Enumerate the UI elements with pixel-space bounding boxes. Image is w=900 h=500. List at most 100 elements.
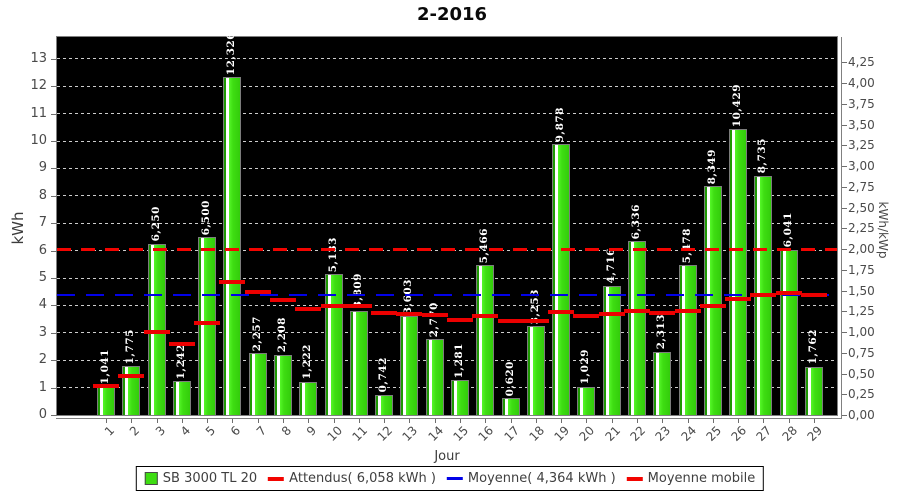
legend-item-moyenne: Moyenne( 4,364 kWh ) xyxy=(446,471,616,486)
bar-value-label: 5,133 xyxy=(326,237,339,273)
left-axis-tick xyxy=(51,86,57,88)
moyenne-mobile-segment-day-15 xyxy=(446,317,473,322)
bar-day-3 xyxy=(147,243,166,415)
right-axis-tick-label: 1,25 xyxy=(848,304,875,319)
bar-value-label: 1,222 xyxy=(301,344,314,380)
x-axis-tick xyxy=(561,419,563,423)
bar-day-19 xyxy=(552,144,571,415)
x-axis-day-label: 21 xyxy=(602,423,623,444)
x-axis-day-label: 24 xyxy=(678,423,699,444)
bar-value-label: 1,762 xyxy=(806,329,819,365)
x-axis-day-label: 4 xyxy=(177,423,194,439)
gridline xyxy=(57,222,837,224)
x-axis-day-label: 14 xyxy=(425,423,446,444)
red-line-swatch-icon xyxy=(268,476,285,481)
x-axis-day-label: 7 xyxy=(253,423,269,439)
bar-value-label: 9,878 xyxy=(554,107,567,143)
bar-value-label: 6,336 xyxy=(629,204,642,240)
x-axis-tick xyxy=(636,419,638,423)
x-axis-tick xyxy=(282,419,284,423)
right-axis-tick-label: 2,25 xyxy=(848,221,875,236)
right-axis-tick-label: 2,00 xyxy=(848,242,875,257)
x-axis-tick xyxy=(611,419,613,423)
x-axis-tick xyxy=(459,419,461,423)
right-axis-tick xyxy=(842,228,847,230)
bar-value-label: 1,775 xyxy=(124,329,137,365)
bar-value-label: 2,257 xyxy=(250,315,263,352)
bar-day-8 xyxy=(273,354,292,415)
left-axis-tick-label: 9 xyxy=(38,160,47,176)
bar-day-5 xyxy=(198,236,217,415)
legend-label: Attendus( 6,058 kWh ) xyxy=(289,471,436,486)
bar-value-label: 0,620 xyxy=(503,360,516,397)
x-axis-tick xyxy=(131,419,133,423)
x-axis-tick xyxy=(662,419,664,423)
left-axis-tick-label: 10 xyxy=(30,133,47,149)
right-axis-tick xyxy=(842,166,847,168)
x-axis-day-label: 25 xyxy=(703,423,725,444)
moyenne-mobile-segment-day-28 xyxy=(775,290,802,295)
moyenne-mobile-segment-day-29 xyxy=(800,293,827,298)
x-axis-day-label: 23 xyxy=(652,423,674,444)
moyenne-mobile-segment-day-4 xyxy=(168,342,195,347)
bar-day-10 xyxy=(324,274,343,415)
left-axis-tick-label: 11 xyxy=(30,105,47,121)
x-axis-tick xyxy=(384,419,386,423)
blue-line-swatch-icon xyxy=(446,477,463,480)
left-axis-tick-label: 12 xyxy=(30,78,47,94)
bar-day-6 xyxy=(223,77,242,415)
moyenne-mobile-segment-day-26 xyxy=(725,297,752,302)
left-axis-tick xyxy=(51,278,57,280)
bar-value-label: 0,742 xyxy=(377,357,390,393)
gridline xyxy=(57,304,837,306)
x-axis-day-label: 27 xyxy=(753,423,775,444)
x-axis-day-label: 13 xyxy=(399,423,421,444)
bar-value-label: 12,326 xyxy=(225,32,238,76)
right-axis-tick xyxy=(842,186,847,188)
moyenne-mobile-segment-day-19 xyxy=(548,310,575,315)
moyenne-mobile-segment-day-6 xyxy=(219,279,246,284)
left-axis-tick-label: 8 xyxy=(38,187,47,203)
right-axis-tick xyxy=(842,290,847,292)
legend-item-moyenne-mobile: Moyenne mobile xyxy=(626,471,756,486)
legend-label: Moyenne mobile xyxy=(647,471,756,486)
gridline xyxy=(57,113,837,115)
x-axis-tick xyxy=(181,419,183,423)
x-axis-day-label: 17 xyxy=(501,423,522,444)
x-axis-day-label: 20 xyxy=(576,423,598,444)
x-axis-tick xyxy=(586,419,588,423)
x-axis-day-label: 11 xyxy=(349,423,371,444)
left-axis-tick-label: 0 xyxy=(38,407,47,422)
gridline xyxy=(57,58,837,60)
moyenne-mobile-segment-day-20 xyxy=(573,313,600,318)
left-axis-tick xyxy=(51,141,57,143)
x-axis-tick xyxy=(813,419,815,423)
left-axis-tick xyxy=(51,360,57,362)
moyenne-mobile-segment-day-1 xyxy=(93,384,119,389)
moyenne-mobile-segment-day-5 xyxy=(194,320,221,325)
x-axis-day-label: 26 xyxy=(728,423,750,444)
gridline xyxy=(57,359,837,361)
gridline xyxy=(57,277,837,279)
x-axis-day-label: 1 xyxy=(101,423,118,439)
right-axis-tick-label: 0,50 xyxy=(848,366,875,381)
x-axis-tick xyxy=(788,419,790,423)
bar-day-18 xyxy=(526,325,545,415)
x-axis-line xyxy=(56,418,842,419)
x-axis-day-label: 18 xyxy=(526,423,548,444)
gridline xyxy=(57,387,837,389)
right-axis-tick xyxy=(842,145,847,147)
x-axis-day-label: 9 xyxy=(304,423,320,439)
moyenne-mobile-segment-day-22 xyxy=(623,309,650,314)
bar-day-29 xyxy=(804,366,823,415)
right-axis-tick xyxy=(842,332,847,334)
right-axis-tick-label: 4,25 xyxy=(848,55,875,70)
bar-day-16 xyxy=(476,265,495,415)
right-axis-tick xyxy=(842,83,847,85)
x-axis-day-label: 3 xyxy=(152,423,168,439)
moyenne-mobile-segment-day-21 xyxy=(598,312,625,317)
right-axis-tick-label: 3,75 xyxy=(848,96,875,111)
left-axis-tick xyxy=(51,223,57,225)
moyenne-mobile-segment-day-9 xyxy=(295,307,322,312)
